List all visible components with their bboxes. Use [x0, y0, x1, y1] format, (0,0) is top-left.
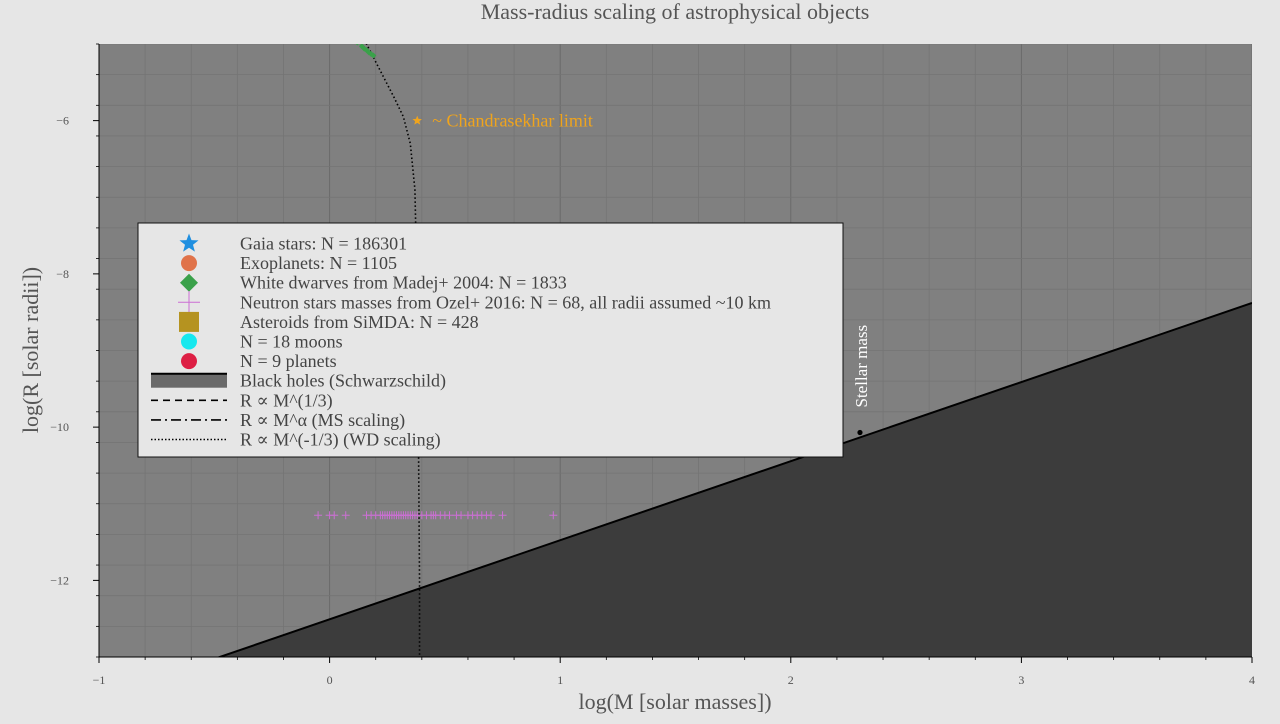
legend-entry: White dwarves from Madej+ 2004: N = 1833 [180, 273, 567, 293]
legend-entry: Black holes (Schwarzschild) [151, 371, 446, 392]
neutron-star-point [445, 511, 454, 520]
legend-label: Asteroids from SiMDA: N = 428 [240, 312, 479, 332]
white-dwarf-point [358, 44, 365, 50]
x-tick-label: 4 [1249, 673, 1255, 687]
legend-label: Gaia stars: N = 186301 [240, 234, 407, 254]
y-tick-label: −10 [50, 420, 69, 434]
legend-entry: Exoplanets: N = 1105 [181, 253, 397, 273]
legend-marker-patch [151, 373, 227, 388]
legend-label: Exoplanets: N = 1105 [240, 253, 397, 273]
neutron-star-point [341, 511, 350, 520]
chandrasekhar-marker [412, 115, 422, 125]
neutron-star-point [457, 511, 466, 520]
black-hole-region [99, 302, 1252, 657]
schwarzschild-line [216, 302, 1252, 657]
stellar-mass-label: Stellar mass [852, 325, 871, 408]
neutron-star-point [330, 511, 339, 520]
legend-entry: N = 18 moons [181, 332, 343, 352]
legend-label: R ∝ M^(1/3) [240, 390, 333, 411]
axes: −1 0 1 2 3 4−6−8−10−12 [50, 43, 1255, 687]
chart-title: Mass-radius scaling of astrophysical obj… [481, 0, 870, 24]
x-tick-label: 1 [557, 673, 563, 687]
x-tick-label: 0 [327, 673, 333, 687]
legend-label: R ∝ M^α (MS scaling) [240, 410, 405, 431]
legend-marker-circle [181, 353, 197, 370]
legend-marker-circle [181, 255, 197, 272]
legend-entry: R ∝ M^α (MS scaling) [151, 410, 405, 431]
white-dwarf-point [370, 52, 377, 59]
y-axis-label: log(R [solar radii]) [18, 267, 43, 433]
neutron-star-point [314, 511, 323, 520]
y-tick-label: −6 [56, 114, 69, 128]
legend-entry: Asteroids from SiMDA: N = 428 [179, 311, 479, 332]
wd-scaling-curve [365, 44, 421, 657]
neutron-star-point [487, 511, 496, 520]
white-dwarf-point [355, 44, 359, 46]
legend-label: N = 18 moons [240, 332, 343, 352]
y-tick-label: −8 [56, 267, 69, 281]
neutron-star-point [498, 511, 507, 520]
neutron-star-point [549, 511, 558, 520]
legend-marker-square [179, 311, 199, 332]
legend-entry: R ∝ M^(-1/3) (WD scaling) [151, 430, 441, 451]
legend-marker-circle [181, 333, 197, 350]
x-tick-label: 3 [1018, 673, 1024, 687]
chandrasekhar-label: ~ Chandrasekhar limit [432, 111, 593, 131]
legend-entry: Gaia stars: N = 186301 [179, 233, 407, 254]
y-tick-label: −12 [50, 573, 69, 587]
legend-label: White dwarves from Madej+ 2004: N = 1833 [240, 273, 567, 293]
x-tick-label: 2 [788, 673, 794, 687]
legend-label: N = 9 planets [240, 351, 337, 371]
legend-entry: R ∝ M^(1/3) [151, 390, 333, 411]
legend-entry: N = 9 planets [181, 351, 337, 371]
x-tick-label: −1 [93, 673, 106, 687]
legend-label: R ∝ M^(-1/3) (WD scaling) [240, 430, 441, 451]
x-axis-label: log(M [solar masses]) [578, 689, 771, 714]
legend-box [137, 222, 844, 458]
legend-label: Black holes (Schwarzschild) [240, 371, 446, 392]
legend-marker-diamond [180, 273, 198, 292]
legend-label: Neutron stars masses from Ozel+ 2016: N … [240, 292, 771, 312]
legend-entry: Neutron stars masses from Ozel+ 2016: N … [178, 291, 771, 314]
stellar-mass-point [857, 429, 863, 436]
legend-marker-star [179, 233, 199, 252]
